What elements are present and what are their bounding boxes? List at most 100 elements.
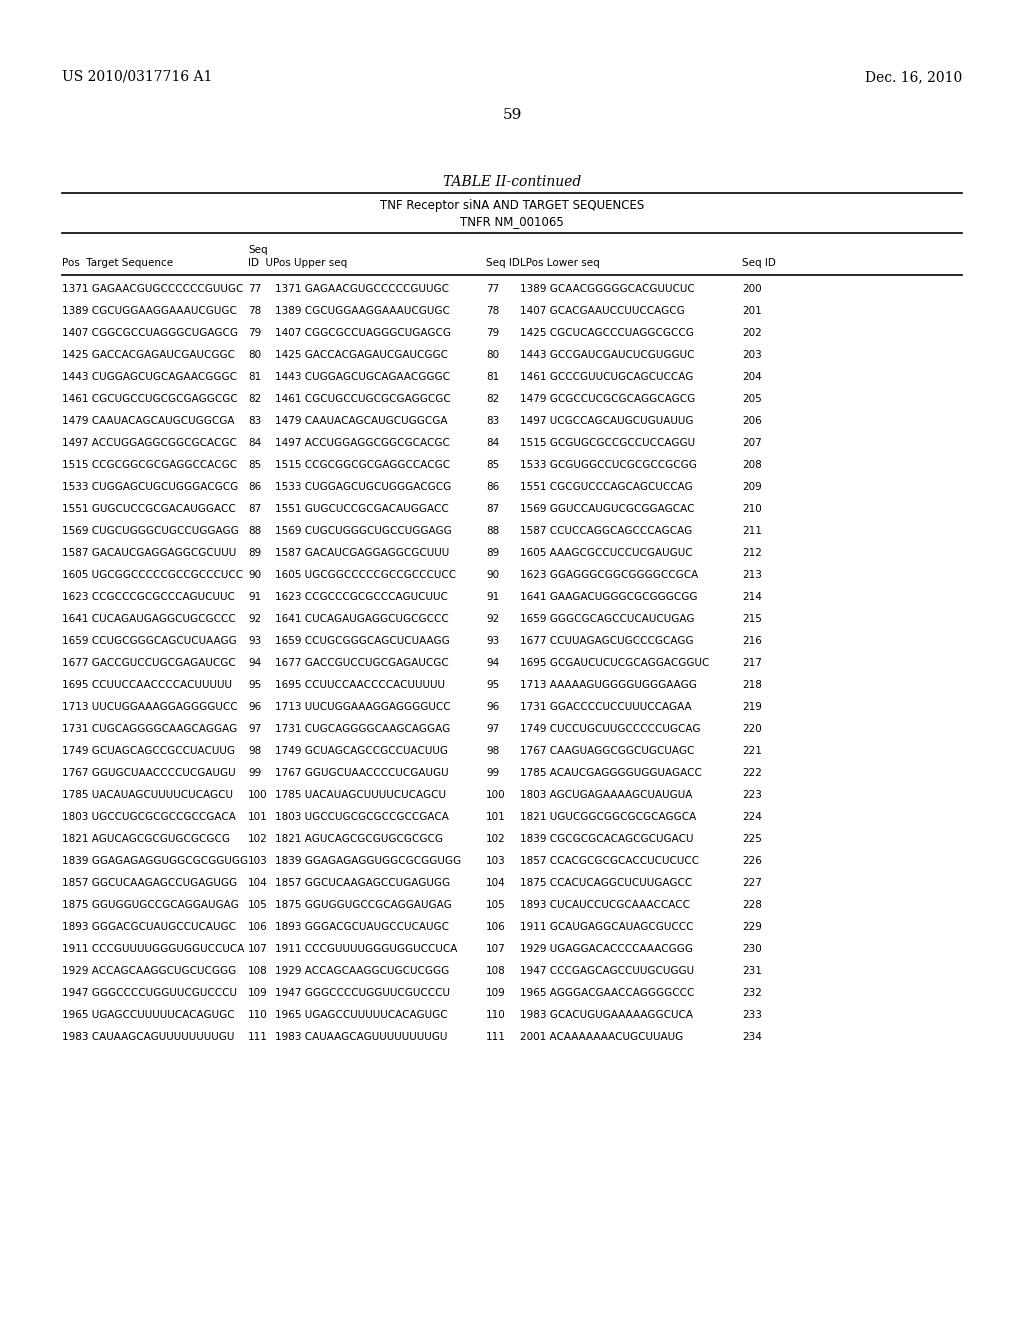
Text: 1875 GGUGGUGCCGCAGGAUGAG: 1875 GGUGGUGCCGCAGGAUGAG bbox=[62, 900, 239, 909]
Text: Dec. 16, 2010: Dec. 16, 2010 bbox=[864, 70, 962, 84]
Text: 97: 97 bbox=[248, 723, 261, 734]
Text: 109: 109 bbox=[486, 987, 506, 998]
Text: 106: 106 bbox=[248, 921, 267, 932]
Text: 231: 231 bbox=[742, 966, 762, 975]
Text: 1929 UGAGGACACCCCAAACGGG: 1929 UGAGGACACCCCAAACGGG bbox=[520, 944, 693, 954]
Text: 85: 85 bbox=[486, 459, 500, 470]
Text: 94: 94 bbox=[248, 657, 261, 668]
Text: 211: 211 bbox=[742, 525, 762, 536]
Text: 78: 78 bbox=[248, 306, 261, 315]
Text: 1389 GCAACGGGGGCACGUUCUC: 1389 GCAACGGGGGCACGUUCUC bbox=[520, 284, 694, 294]
Text: 223: 223 bbox=[742, 789, 762, 800]
Text: 208: 208 bbox=[742, 459, 762, 470]
Text: 99: 99 bbox=[248, 768, 261, 777]
Text: 96: 96 bbox=[486, 702, 500, 711]
Text: 1551 CGCGUCCCAGCAGCUCCAG: 1551 CGCGUCCCAGCAGCUCCAG bbox=[520, 482, 693, 492]
Text: 1983 GCACUGUGAAAAAGGCUCA: 1983 GCACUGUGAAAAAGGCUCA bbox=[520, 1010, 693, 1020]
Text: 214: 214 bbox=[742, 591, 762, 602]
Text: 83: 83 bbox=[248, 416, 261, 426]
Text: 82: 82 bbox=[486, 393, 500, 404]
Text: 82: 82 bbox=[248, 393, 261, 404]
Text: 1803 UGCCUGCGCGCCGCCGACA: 1803 UGCCUGCGCGCCGCCGACA bbox=[275, 812, 449, 822]
Text: 1407 CGGCGCCUAGGGCUGAGCG: 1407 CGGCGCCUAGGGCUGAGCG bbox=[62, 327, 238, 338]
Text: 1893 GGGACGCUAUGCCUCAUGC: 1893 GGGACGCUAUGCCUCAUGC bbox=[275, 921, 449, 932]
Text: 1515 CCGCGGCGCGAGGCCACGC: 1515 CCGCGGCGCGAGGCCACGC bbox=[62, 459, 238, 470]
Text: 1677 GACCGUCCUGCGAGAUCGC: 1677 GACCGUCCUGCGAGAUCGC bbox=[62, 657, 236, 668]
Text: 203: 203 bbox=[742, 350, 762, 360]
Text: 97: 97 bbox=[486, 723, 500, 734]
Text: 80: 80 bbox=[486, 350, 499, 360]
Text: 87: 87 bbox=[248, 504, 261, 513]
Text: 104: 104 bbox=[486, 878, 506, 888]
Text: 83: 83 bbox=[486, 416, 500, 426]
Text: 1947 GGGCCCCUGGUUCGUCCCU: 1947 GGGCCCCUGGUUCGUCCCU bbox=[275, 987, 450, 998]
Text: 98: 98 bbox=[248, 746, 261, 756]
Text: 219: 219 bbox=[742, 702, 762, 711]
Text: 1497 ACCUGGAGGCGGCGCACGC: 1497 ACCUGGAGGCGGCGCACGC bbox=[62, 438, 237, 447]
Text: ID  UPos Upper seq: ID UPos Upper seq bbox=[248, 257, 347, 268]
Text: 81: 81 bbox=[486, 372, 500, 381]
Text: 102: 102 bbox=[486, 834, 506, 843]
Text: 1677 CCUUAGAGCUGCCCGCAGG: 1677 CCUUAGAGCUGCCCGCAGG bbox=[520, 636, 693, 645]
Text: Pos  Target Sequence: Pos Target Sequence bbox=[62, 257, 173, 268]
Text: 111: 111 bbox=[486, 1032, 506, 1041]
Text: 1983 CAUAAGCAGUUUUUUUUGU: 1983 CAUAAGCAGUUUUUUUUGU bbox=[275, 1032, 447, 1041]
Text: 77: 77 bbox=[248, 284, 261, 294]
Text: 1911 CCCGUUUUGGGUGGUCCUCA: 1911 CCCGUUUUGGGUGGUCCUCA bbox=[62, 944, 245, 954]
Text: 1713 UUCUGGAAAGGAGGGGUCC: 1713 UUCUGGAAAGGAGGGGUCC bbox=[275, 702, 451, 711]
Text: 200: 200 bbox=[742, 284, 762, 294]
Text: 81: 81 bbox=[248, 372, 261, 381]
Text: 1965 UGAGCCUUUUUCACAGUGC: 1965 UGAGCCUUUUUCACAGUGC bbox=[62, 1010, 234, 1020]
Text: 1623 GGAGGGCGGCGGGGCCGCA: 1623 GGAGGGCGGCGGGGCCGCA bbox=[520, 570, 698, 579]
Text: TNFR NM_001065: TNFR NM_001065 bbox=[460, 215, 564, 228]
Text: 84: 84 bbox=[248, 438, 261, 447]
Text: 102: 102 bbox=[248, 834, 267, 843]
Text: 1569 CUGCUGGGCUGCCUGGAGG: 1569 CUGCUGGGCUGCCUGGAGG bbox=[62, 525, 239, 536]
Text: 1569 CUGCUGGGCUGCCUGGAGG: 1569 CUGCUGGGCUGCCUGGAGG bbox=[275, 525, 452, 536]
Text: 1389 CGCUGGAAGGAAAUCGUGC: 1389 CGCUGGAAGGAAAUCGUGC bbox=[275, 306, 450, 315]
Text: 1821 UGUCGGCGGCGCGCAGGCA: 1821 UGUCGGCGGCGCGCAGGCA bbox=[520, 812, 696, 822]
Text: 1965 AGGGACGAACCAGGGGCCC: 1965 AGGGACGAACCAGGGGCCC bbox=[520, 987, 694, 998]
Text: 227: 227 bbox=[742, 878, 762, 888]
Text: 1533 GCGUGGCCUCGCGCCGCGG: 1533 GCGUGGCCUCGCGCCGCGG bbox=[520, 459, 697, 470]
Text: 1731 CUGCAGGGGCAAGCAGGAG: 1731 CUGCAGGGGCAAGCAGGAG bbox=[62, 723, 238, 734]
Text: 1587 CCUCCAGGCAGCCCAGCAG: 1587 CCUCCAGGCAGCCCAGCAG bbox=[520, 525, 692, 536]
Text: 89: 89 bbox=[486, 548, 500, 558]
Text: 1713 AAAAAGUGGGGUGGGAAGG: 1713 AAAAAGUGGGGUGGGAAGG bbox=[520, 680, 697, 690]
Text: 101: 101 bbox=[248, 812, 267, 822]
Text: 1857 GGCUCAAGAGCCUGAGUGG: 1857 GGCUCAAGAGCCUGAGUGG bbox=[62, 878, 238, 888]
Text: 111: 111 bbox=[248, 1032, 268, 1041]
Text: 99: 99 bbox=[486, 768, 500, 777]
Text: 1803 UGCCUGCGCGCCGCCGACA: 1803 UGCCUGCGCGCCGCCGACA bbox=[62, 812, 236, 822]
Text: 1767 GGUGCUAACCCCUCGAUGU: 1767 GGUGCUAACCCCUCGAUGU bbox=[275, 768, 449, 777]
Text: 1425 CGCUCAGCCCUAGGCGCCG: 1425 CGCUCAGCCCUAGGCGCCG bbox=[520, 327, 694, 338]
Text: 1731 CUGCAGGGGCAAGCAGGAG: 1731 CUGCAGGGGCAAGCAGGAG bbox=[275, 723, 451, 734]
Text: 92: 92 bbox=[486, 614, 500, 624]
Text: 103: 103 bbox=[248, 855, 267, 866]
Text: 1551 GUGCUCCGCGACAUGGACC: 1551 GUGCUCCGCGACAUGGACC bbox=[275, 504, 449, 513]
Text: 1911 CCCGUUUUGGGUGGUCCUCA: 1911 CCCGUUUUGGGUGGUCCUCA bbox=[275, 944, 458, 954]
Text: 204: 204 bbox=[742, 372, 762, 381]
Text: 1605 AAAGCGCCUCCUCGAUGUC: 1605 AAAGCGCCUCCUCGAUGUC bbox=[520, 548, 692, 558]
Text: 87: 87 bbox=[486, 504, 500, 513]
Text: 1731 GGACCCCUCCUUUCCAGAA: 1731 GGACCCCUCCUUUCCAGAA bbox=[520, 702, 691, 711]
Text: 1857 CCACGCGCGCACCUCUCUCC: 1857 CCACGCGCGCACCUCUCUCC bbox=[520, 855, 699, 866]
Text: 207: 207 bbox=[742, 438, 762, 447]
Text: 101: 101 bbox=[486, 812, 506, 822]
Text: 1587 GACAUCGAGGAGGCGCUUU: 1587 GACAUCGAGGAGGCGCUUU bbox=[275, 548, 450, 558]
Text: 1479 CAAUACAGCAUGCUGGCGA: 1479 CAAUACAGCAUGCUGGCGA bbox=[62, 416, 234, 426]
Text: 88: 88 bbox=[248, 525, 261, 536]
Text: 93: 93 bbox=[486, 636, 500, 645]
Text: 1695 CCUUCCAACCCCACUUUUU: 1695 CCUUCCAACCCCACUUUUU bbox=[275, 680, 445, 690]
Text: 91: 91 bbox=[486, 591, 500, 602]
Text: 1659 CCUGCGGGCAGCUCUAAGG: 1659 CCUGCGGGCAGCUCUAAGG bbox=[275, 636, 450, 645]
Text: 104: 104 bbox=[248, 878, 267, 888]
Text: 1407 GCACGAAUCCUUCCAGCG: 1407 GCACGAAUCCUUCCAGCG bbox=[520, 306, 685, 315]
Text: 110: 110 bbox=[248, 1010, 267, 1020]
Text: 100: 100 bbox=[248, 789, 267, 800]
Text: 1929 ACCAGCAAGGCUGCUCGGG: 1929 ACCAGCAAGGCUGCUCGGG bbox=[275, 966, 450, 975]
Text: 89: 89 bbox=[248, 548, 261, 558]
Text: 1659 GGGCGCAGCCUCAUCUGAG: 1659 GGGCGCAGCCUCAUCUGAG bbox=[520, 614, 694, 624]
Text: 1497 UCGCCAGCAUGCUGUAUUG: 1497 UCGCCAGCAUGCUGUAUUG bbox=[520, 416, 693, 426]
Text: 1947 CCCGAGCAGCCUUGCUGGU: 1947 CCCGAGCAGCCUUGCUGGU bbox=[520, 966, 694, 975]
